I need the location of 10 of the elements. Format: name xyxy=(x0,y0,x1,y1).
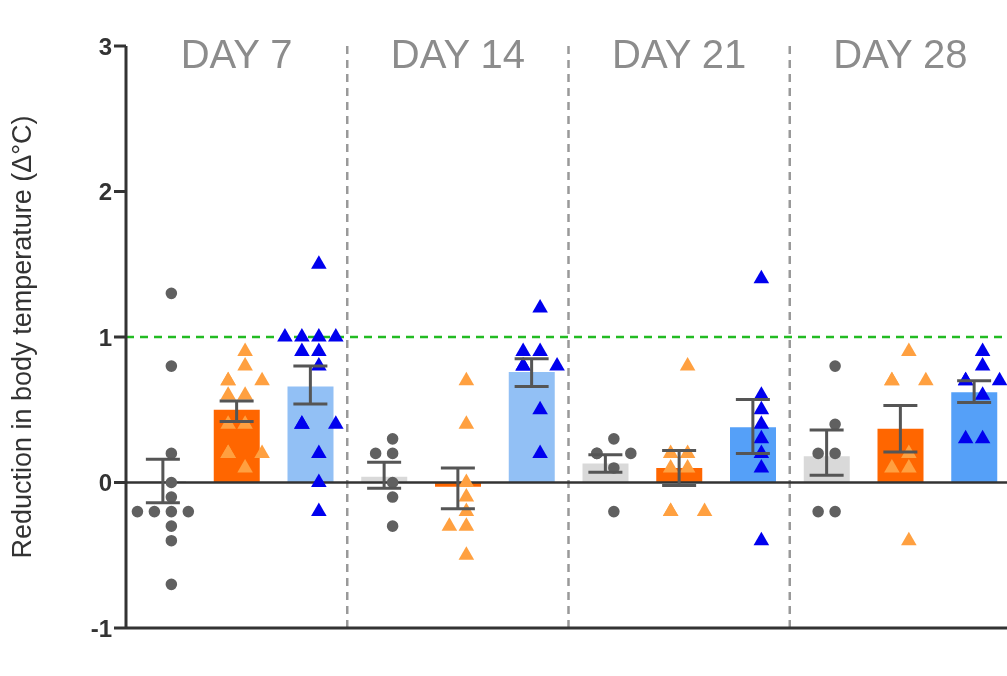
y-tick-label: 0 xyxy=(98,469,112,497)
annotation: DAY 28 xyxy=(833,32,968,76)
annotation: DAY 21 xyxy=(612,32,747,76)
y-axis-title: Reduction in body temperature (Δ°C) xyxy=(6,115,37,559)
y-tick-label: 1 xyxy=(98,323,112,351)
annotation: DAY 14 xyxy=(390,32,525,76)
y-tick-label: -1 xyxy=(90,614,112,642)
annotation: DAY 7 xyxy=(180,32,293,76)
y-tick-label: 3 xyxy=(98,32,112,60)
y-tick-label: 2 xyxy=(98,178,112,206)
